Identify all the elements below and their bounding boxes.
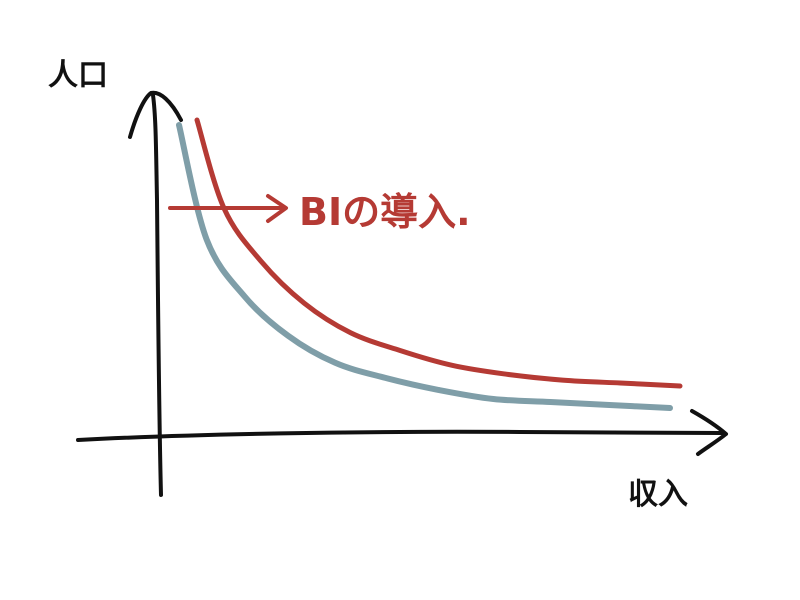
x-axis-arrowhead — [690, 409, 728, 456]
series-bi-line — [194, 117, 683, 389]
annotation-arrowhead — [266, 194, 288, 223]
y-axis — [151, 93, 163, 497]
x-axis — [76, 429, 724, 442]
y-axis-arrowhead — [128, 90, 183, 139]
series-baseline-line — [176, 122, 673, 411]
y-axis-label: 人口 — [48, 58, 108, 93]
x-axis-label: 収入 — [628, 477, 688, 512]
annotation-text: BIの導入. — [299, 190, 471, 234]
